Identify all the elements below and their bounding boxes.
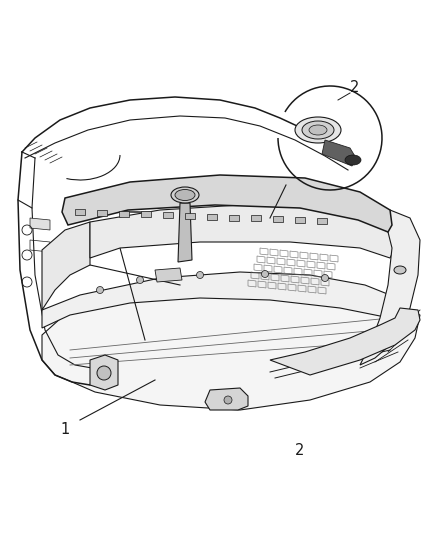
- Polygon shape: [295, 217, 305, 223]
- Polygon shape: [90, 355, 118, 390]
- Polygon shape: [42, 285, 420, 410]
- Ellipse shape: [345, 155, 361, 165]
- Polygon shape: [207, 214, 217, 220]
- Polygon shape: [90, 205, 395, 258]
- Circle shape: [197, 271, 204, 279]
- Ellipse shape: [175, 190, 195, 200]
- Polygon shape: [185, 213, 195, 219]
- Ellipse shape: [171, 187, 199, 203]
- Polygon shape: [42, 222, 90, 310]
- Text: 2: 2: [295, 443, 305, 458]
- Polygon shape: [97, 210, 107, 216]
- Polygon shape: [229, 215, 239, 221]
- Text: 2: 2: [350, 80, 360, 95]
- Polygon shape: [270, 308, 420, 375]
- Polygon shape: [273, 216, 283, 222]
- Circle shape: [137, 277, 144, 284]
- Polygon shape: [251, 215, 261, 221]
- Ellipse shape: [309, 125, 327, 135]
- Text: 1: 1: [60, 423, 70, 438]
- Polygon shape: [155, 268, 182, 282]
- Circle shape: [96, 287, 103, 294]
- Circle shape: [97, 366, 111, 380]
- Circle shape: [261, 271, 268, 278]
- Circle shape: [321, 274, 328, 281]
- Ellipse shape: [394, 266, 406, 274]
- Circle shape: [224, 396, 232, 404]
- Ellipse shape: [295, 117, 341, 143]
- Polygon shape: [75, 209, 85, 215]
- Polygon shape: [42, 272, 400, 328]
- Polygon shape: [62, 175, 392, 232]
- Ellipse shape: [302, 121, 334, 139]
- Polygon shape: [322, 140, 356, 166]
- Polygon shape: [360, 210, 420, 365]
- Polygon shape: [141, 212, 151, 217]
- Polygon shape: [119, 211, 129, 216]
- Polygon shape: [317, 218, 327, 224]
- Polygon shape: [163, 212, 173, 218]
- Polygon shape: [30, 218, 50, 230]
- Polygon shape: [178, 203, 192, 262]
- Polygon shape: [205, 388, 248, 410]
